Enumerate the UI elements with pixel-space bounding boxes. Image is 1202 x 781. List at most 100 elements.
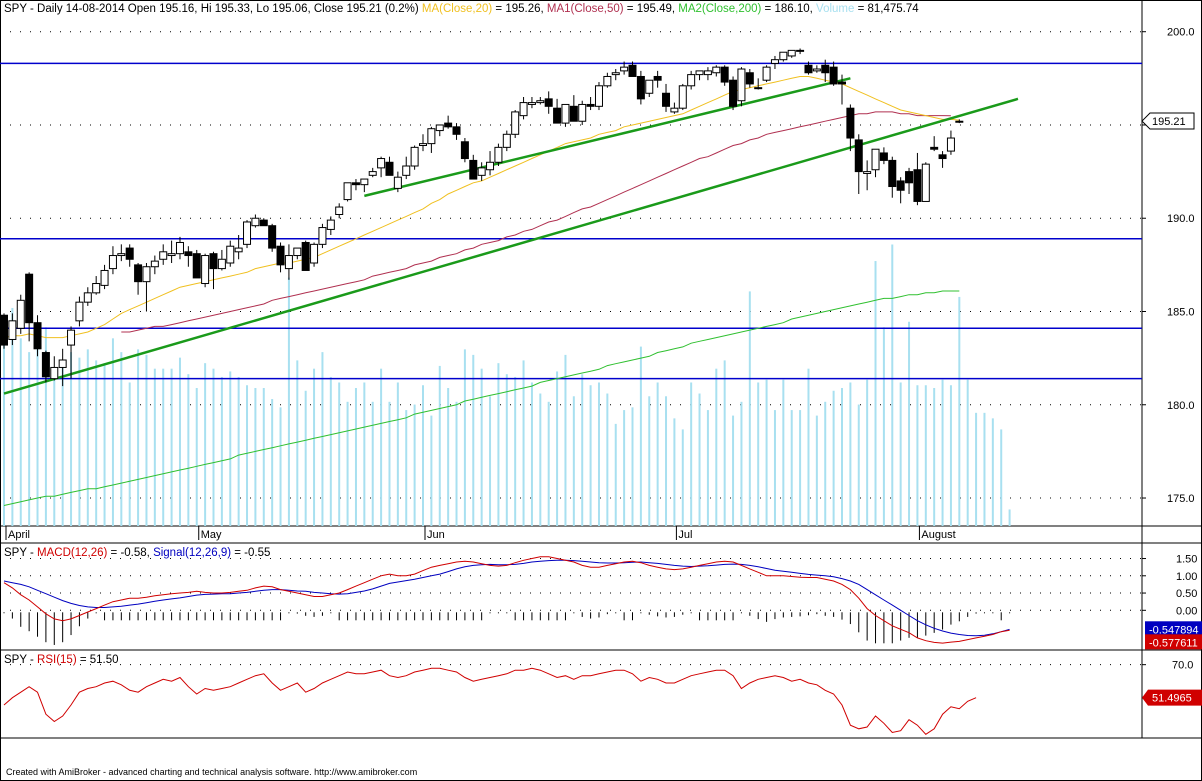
volume-bar (665, 396, 668, 526)
candle-body (159, 251, 168, 260)
volume-bar (631, 407, 634, 526)
candle-body (594, 85, 603, 107)
candle-body (92, 283, 101, 294)
macd-tick-label: 1.50 (1176, 554, 1197, 566)
volume-bar (958, 296, 961, 526)
month-label: August (921, 529, 955, 541)
volume-bar (866, 379, 869, 526)
volume-bar (455, 401, 458, 526)
candle-body (217, 258, 226, 270)
volume-bar (841, 388, 843, 526)
candle-body (134, 264, 143, 283)
candle-body (469, 159, 478, 180)
volume-bar (740, 401, 743, 526)
month-label: Jul (678, 529, 692, 541)
candle-body (318, 227, 327, 245)
volume-bar (472, 354, 475, 526)
candle-body (519, 102, 528, 117)
rsi-value-box (1142, 689, 1202, 706)
candle-body (762, 66, 771, 81)
ma200-line (3, 290, 960, 506)
candle-body (301, 241, 310, 271)
volume-bar (572, 396, 575, 526)
candle-body (83, 292, 92, 303)
ma50-line (121, 111, 951, 333)
header-segment: = 195.49, (624, 3, 679, 15)
header-segment: Signal(12,26,9) (153, 547, 231, 559)
candle-body (846, 107, 855, 139)
volume-bar (530, 382, 533, 526)
candle-body (737, 68, 746, 102)
candle-body (628, 64, 637, 77)
volume-bar (564, 354, 567, 526)
volume-bar (28, 352, 31, 526)
volume-bar (556, 371, 559, 526)
candle-body (930, 146, 939, 150)
volume-bar (975, 412, 978, 526)
header-segment: = 51.50 (77, 654, 119, 666)
candle-body (393, 176, 402, 189)
volume-bar (589, 385, 592, 526)
candle-body (268, 225, 277, 249)
volume-bar (86, 349, 89, 526)
volume-bar (371, 401, 374, 526)
macd-value-label: -0.577611 (1149, 637, 1198, 649)
price-tick-label: 185.0 (1167, 306, 1195, 318)
candle-body (25, 273, 34, 324)
volume-bar (447, 388, 450, 526)
header-segment: SPY - (4, 547, 37, 559)
volume-bar (463, 349, 466, 526)
volume-bar (296, 360, 299, 526)
candle-body (653, 75, 662, 81)
volume-bar (690, 382, 693, 526)
last-price-label: 195.21 (1152, 116, 1186, 128)
volume-bar (623, 410, 626, 526)
volume-bar (983, 412, 986, 526)
candle-body (276, 245, 285, 266)
volume-bar (103, 363, 106, 526)
candle-body (75, 301, 84, 322)
candle-body (527, 102, 536, 105)
volume-bar (489, 396, 492, 526)
candle-body (720, 66, 729, 83)
volume-bar (949, 385, 952, 526)
volume-bar (346, 401, 349, 526)
candle-body (67, 329, 76, 346)
volume-bar (505, 374, 508, 526)
candle-body (921, 163, 930, 202)
volume-bar (941, 379, 944, 526)
volume-bar (991, 418, 994, 526)
volume-bar (53, 371, 56, 526)
candle-body (645, 79, 654, 94)
volume-bar (606, 393, 609, 526)
candle-body (938, 154, 947, 160)
price-tick-label: 180.0 (1167, 400, 1195, 412)
signal-value-box (1145, 621, 1202, 637)
volume-bar (212, 368, 215, 526)
candle-body (729, 79, 738, 107)
candle-body (293, 247, 302, 257)
candle-body (0, 314, 8, 346)
volume-bar (287, 277, 290, 526)
volume-bar (313, 368, 316, 526)
candle-body (896, 180, 905, 191)
price-tick-label: 200.0 (1167, 27, 1195, 39)
candle-body (150, 260, 159, 268)
header-segment: = -0.58, (107, 547, 153, 559)
candle-body (888, 159, 897, 188)
candle-body (745, 72, 754, 85)
candle-body (435, 124, 444, 132)
volume-bar (363, 382, 366, 526)
candle-body (703, 70, 712, 76)
candle-body (913, 169, 922, 202)
candle-body (662, 92, 671, 107)
volume-bar (882, 327, 885, 526)
volume-bar (405, 410, 408, 526)
volume-bar (195, 388, 198, 526)
volume-bar (396, 382, 399, 526)
volume-bar (715, 368, 718, 526)
signal-value-label: -0.547894 (1149, 624, 1199, 636)
candle-body (687, 74, 696, 87)
macd-tick-label: 0.50 (1176, 588, 1197, 600)
volume-bar (924, 385, 927, 526)
